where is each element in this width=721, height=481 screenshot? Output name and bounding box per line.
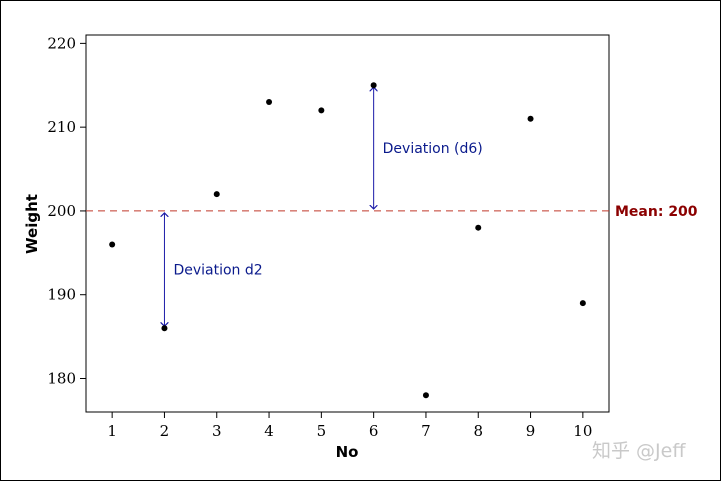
x-tick-label: 1 [107,422,117,440]
data-point [422,392,429,399]
deviation-label-2: Deviation (d6) [383,141,483,157]
plot-area [85,34,610,413]
x-tick-label: 8 [473,422,483,440]
x-tick-label: 5 [317,422,327,440]
x-tick-label: 3 [212,422,222,440]
data-point [370,82,377,89]
data-point [579,300,586,307]
y-tick-label: 220 [47,34,76,52]
data-point [109,241,116,248]
x-tick-label: 10 [573,422,592,440]
watermark: 知乎 @Jeff [592,440,686,462]
x-tick-label: 9 [526,422,536,440]
x-tick-label: 4 [264,422,274,440]
x-tick-label: 6 [369,422,379,440]
y-tick-label: 210 [47,118,76,136]
data-point [213,191,220,198]
y-tick-label: 180 [47,369,76,387]
y-axis-title: Weight [23,194,41,254]
y-tick-label: 200 [47,202,76,220]
deviation-label-1: Deviation d2 [173,263,262,279]
x-tick-label: 7 [421,422,431,440]
mean-label: Mean: 200 [615,204,698,220]
x-tick-label: 2 [160,422,170,440]
data-point [475,224,482,231]
data-point [161,325,168,332]
data-point [318,107,325,114]
data-point [527,115,534,122]
x-axis-title: No [336,443,359,461]
data-point [266,99,273,106]
y-tick-label: 190 [47,286,76,304]
